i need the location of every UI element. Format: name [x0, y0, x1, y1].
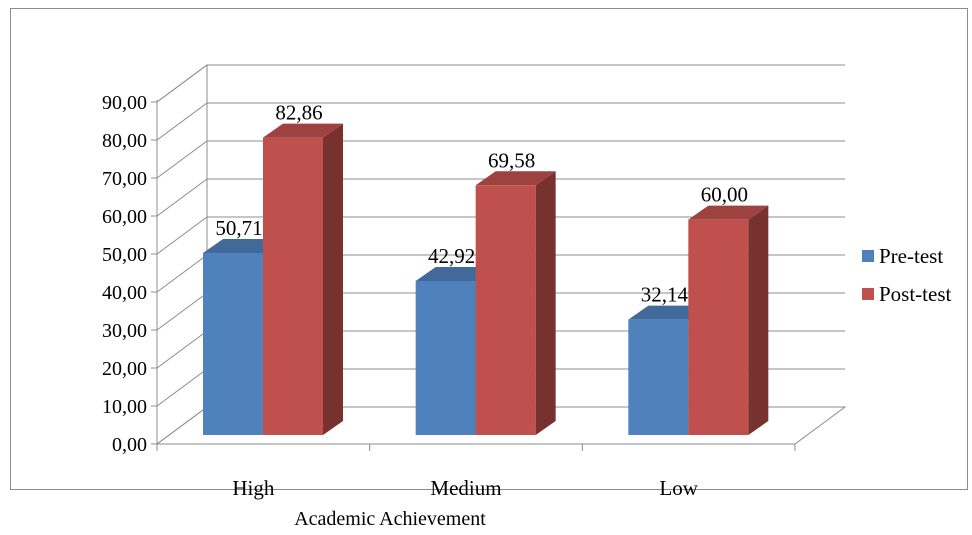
data-label-pre-test-high: 50,71	[215, 216, 262, 240]
x-axis-title: Academic Achievement	[294, 508, 486, 530]
y-tick-label: 20,00	[102, 358, 147, 380]
y-tick-label: 50,00	[102, 244, 147, 266]
legend-label-post-test: Post-test	[879, 282, 952, 306]
category-label-medium: Medium	[430, 476, 501, 500]
bar-post-test-medium	[475, 185, 536, 435]
data-label-post-test-low: 60,00	[701, 183, 748, 207]
bar-pre-test-low	[628, 319, 689, 435]
data-label-post-test-medium: 69,58	[488, 148, 535, 172]
data-label-pre-test-low: 32,14	[641, 283, 689, 307]
legend-label-pre-test: Pre-test	[879, 244, 943, 268]
gridline	[156, 64, 845, 103]
bar-post-test-high	[263, 137, 323, 435]
data-label-post-test-high: 82,86	[275, 101, 322, 125]
bar-side-post-test-medium	[535, 171, 556, 436]
y-tick-label: 0,00	[112, 434, 147, 456]
bar-post-test-low	[688, 219, 749, 435]
category-label-high: High	[232, 476, 275, 500]
y-tick-label: 70,00	[102, 168, 147, 190]
category-label-low: Low	[659, 476, 698, 500]
y-tick-label: 40,00	[102, 282, 147, 304]
bar-top-post-test-low	[688, 205, 769, 220]
y-tick-label: 10,00	[102, 396, 147, 418]
bar-side-post-test-high	[323, 123, 343, 435]
gridline	[156, 140, 845, 179]
bar-pre-test-high	[203, 253, 263, 435]
y-tick-label: 90,00	[102, 92, 147, 114]
bar-side-post-test-low	[748, 205, 769, 435]
gridline	[156, 216, 845, 255]
legend-swatch-pre-test	[862, 250, 874, 262]
data-label-pre-test-medium: 42,92	[428, 244, 475, 268]
y-tick-label: 60,00	[102, 206, 147, 228]
y-tick-label: 80,00	[102, 130, 147, 152]
gridline	[156, 178, 845, 217]
y-tick-label: 30,00	[102, 320, 147, 342]
bar-pre-test-medium	[415, 280, 476, 435]
bar-top-post-test-high	[263, 123, 343, 138]
legend-swatch-post-test	[862, 288, 874, 300]
bar-top-post-test-medium	[475, 171, 556, 186]
gridline	[156, 102, 845, 141]
